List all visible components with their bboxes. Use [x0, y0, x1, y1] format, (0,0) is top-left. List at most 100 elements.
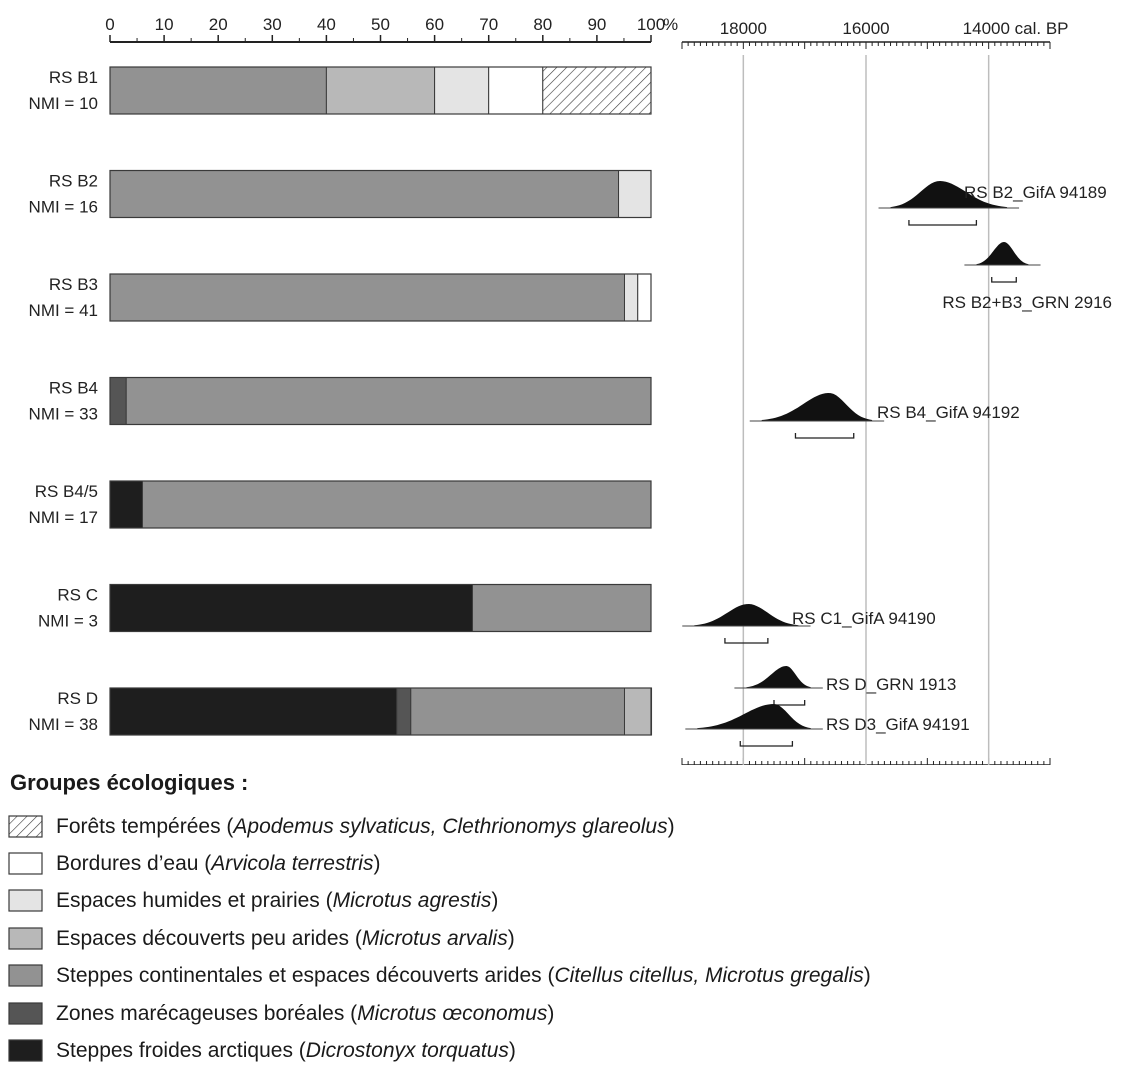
date-probability-curve	[694, 604, 799, 626]
legend-close-paren: )	[547, 1001, 555, 1025]
legend-swatch	[8, 852, 43, 875]
legend-swatch	[8, 927, 43, 950]
legend-species: Dicrostonyx torquatus	[305, 1039, 509, 1063]
bar-level-label: RS D	[57, 689, 98, 708]
legend-item-forest: Forêts tempérées (Apodemus sylvaticus, C…	[8, 808, 1128, 845]
bar-segment-arctic	[109, 480, 143, 529]
bar-segment-steppe	[109, 273, 625, 322]
bar-segment-steppe	[410, 687, 625, 736]
legend-species: Apodemus sylvaticus, Clethrionomys glare…	[233, 814, 668, 838]
bar-row: RS B2 NMI = 16	[29, 169, 652, 219]
date-label: RS C1_GifA 94190	[792, 609, 936, 628]
legend-item-water: Bordures d’eau (Arvicola terrestris)	[8, 845, 1128, 882]
percent-tick-label: 90	[587, 15, 606, 34]
bar-row: RS B4/5 NMI = 17	[29, 480, 652, 529]
date-range-bracket	[908, 220, 978, 226]
legend-swatch	[8, 1002, 43, 1025]
bar-segment-forest	[542, 66, 652, 115]
bar-segment-humid	[434, 66, 490, 115]
date-label: RS B2+B3_GRN 2916	[942, 293, 1112, 312]
legend-species: Arvicola terrestris	[211, 852, 374, 876]
percent-tick-label: 10	[155, 15, 174, 34]
legend-label: Zones marécageuses boréales (Microtus œc…	[56, 1002, 554, 1026]
bar-level-label: RS B1	[49, 68, 98, 87]
bar-outline	[109, 169, 652, 219]
legend-close-paren: )	[373, 852, 381, 876]
date-range-bracket	[773, 700, 806, 706]
calendar-tick-label: 14000 cal. BP	[963, 19, 1069, 38]
legend-swatch-fill	[8, 852, 43, 875]
bar-segment-arctic	[109, 584, 473, 632]
bar-row: RS B3 NMI = 41	[29, 273, 652, 322]
bar-segment-steppe	[125, 377, 652, 425]
legend-label: Steppes froides arctiques (Dicrostonyx t…	[56, 1039, 516, 1063]
legend-group-name: Forêts tempérées (	[56, 814, 234, 838]
legend-label: Bordures d’eau (Arvicola terrestris)	[56, 852, 380, 876]
bar-nmi-label: NMI = 41	[29, 301, 98, 320]
legend-swatch	[8, 964, 43, 987]
bar-segment-humid	[618, 170, 652, 218]
date-distribution: RS D3_GifA 94191	[685, 704, 970, 747]
legend-species: Citellus citellus, Microtus gregalis	[554, 964, 864, 988]
legend-group-name: Espaces humides et prairies (	[56, 889, 333, 913]
bar-outline	[109, 480, 652, 529]
date-distribution: RS B2+B3_GRN 2916	[942, 242, 1112, 312]
percent-unit-label: %	[663, 15, 678, 34]
bar-row: RS C NMI = 3	[38, 583, 652, 633]
date-probability-curve	[746, 666, 811, 688]
legend-swatch-fill	[8, 815, 43, 838]
date-label: RS B2_GifA 94189	[964, 183, 1107, 202]
legend-species: Microtus œconomus	[357, 1001, 548, 1025]
bar-segment-water	[637, 273, 652, 322]
date-probability-curve	[976, 242, 1029, 265]
bar-segment-steppe	[471, 584, 652, 632]
bar-row: RS B1 NMI = 10	[29, 66, 652, 115]
legend-swatch-fill	[8, 889, 43, 913]
bar-level-label: RS C	[57, 586, 98, 605]
date-range-bracket	[739, 741, 794, 747]
legend-label: Espaces découverts peu arides (Microtus …	[56, 927, 515, 951]
percent-axis: 0 10 20 30 40 50 60 70 80 90 100%	[105, 15, 678, 43]
bar-nmi-label: NMI = 33	[29, 405, 98, 424]
bar-segment-open	[623, 687, 653, 736]
date-range-bracket	[991, 277, 1017, 283]
date-probability-curve	[890, 181, 1008, 208]
percent-tick-label: 80	[533, 15, 552, 34]
legend-group-name: Zones marécageuses boréales (	[56, 1001, 358, 1025]
date-range-bracket	[794, 433, 855, 439]
legend-label: Forêts tempérées (Apodemus sylvaticus, C…	[56, 815, 675, 839]
legend-close-paren: )	[491, 889, 499, 913]
percent-tick-label: 40	[317, 15, 336, 34]
bar-segment-humid	[623, 273, 639, 322]
radiocarbon-dates: RS B2_GifA 94189 RS B2+B3_GRN 2916 RS B4_G…	[682, 181, 1112, 747]
legend-item-steppe: Steppes continentales et espaces découve…	[8, 958, 1128, 995]
legend-group-name: Steppes froides arctiques (	[56, 1039, 306, 1063]
legend-group-name: Espaces découverts peu arides (	[56, 926, 362, 950]
bar-nmi-label: NMI = 38	[29, 715, 98, 734]
calendar-axis: 18000 16000 14000 cal. BP	[681, 19, 1069, 765]
legend-label: Espaces humides et prairies (Microtus ag…	[56, 889, 498, 913]
date-range-bracket	[724, 638, 769, 644]
percent-tick-label: 60	[425, 15, 444, 34]
bar-row: RS B4 NMI = 33	[29, 376, 652, 426]
bar-outline	[109, 273, 652, 322]
date-label: RS D3_GifA 94191	[826, 715, 970, 734]
bar-segment-arctic	[109, 687, 398, 736]
bar-level-label: RS B3	[49, 275, 98, 294]
legend-swatch	[8, 815, 43, 838]
date-probability-curve	[697, 704, 811, 729]
bar-nmi-label: NMI = 10	[29, 94, 98, 113]
bar-nmi-label: NMI = 3	[38, 612, 98, 631]
legend-close-paren: )	[508, 1039, 516, 1063]
calendar-tick-label: 18000	[720, 19, 767, 38]
legend-swatch-fill	[8, 964, 43, 987]
legend-close-paren: )	[507, 926, 515, 950]
bar-segment-open	[325, 66, 436, 115]
legend-label: Steppes continentales et espaces découve…	[56, 964, 871, 988]
bar-nmi-label: NMI = 16	[29, 198, 98, 217]
legend-title: Groupes écologiques :	[10, 770, 249, 795]
legend-item-humid: Espaces humides et prairies (Microtus ag…	[8, 883, 1128, 920]
date-distribution: RS D_GRN 1913	[734, 666, 956, 706]
